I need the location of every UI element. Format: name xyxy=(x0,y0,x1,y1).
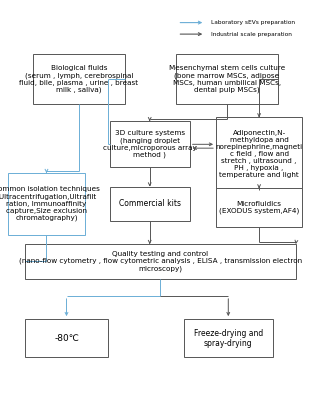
FancyBboxPatch shape xyxy=(216,118,302,190)
Text: Common isolation techniques
(Ultracentrifugation,Ultrafilt
ration, Immunoaffinit: Common isolation techniques (Ultracentri… xyxy=(0,186,100,221)
Text: Laboratory sEVs preparation: Laboratory sEVs preparation xyxy=(211,20,295,25)
Text: Quality testing and control
(nano-flow cytometry , flow cytometric analysis , EL: Quality testing and control (nano-flow c… xyxy=(19,251,302,272)
FancyBboxPatch shape xyxy=(25,319,108,358)
Text: Commercial kits: Commercial kits xyxy=(119,199,181,208)
FancyBboxPatch shape xyxy=(33,54,125,104)
Text: Industrial scale preparation: Industrial scale preparation xyxy=(211,32,292,37)
Text: Biological fluids
(serum , lymph, cerebrospinal
fluid, bile, plasma , urine , br: Biological fluids (serum , lymph, cerebr… xyxy=(19,65,138,93)
FancyBboxPatch shape xyxy=(25,244,296,279)
FancyBboxPatch shape xyxy=(8,173,85,234)
FancyBboxPatch shape xyxy=(110,186,190,221)
Text: Microfluidics
(EXODUS system,AF4): Microfluidics (EXODUS system,AF4) xyxy=(219,201,299,214)
Text: -80℃: -80℃ xyxy=(54,334,79,343)
Text: 3D culture systems
(hanging droplet
culture,microporous array
method ): 3D culture systems (hanging droplet cult… xyxy=(103,130,196,158)
FancyBboxPatch shape xyxy=(110,121,190,167)
FancyBboxPatch shape xyxy=(176,54,278,104)
Text: Adiponectin,N-
methyldopa and
norepinephrine,magneti
c field , flow and
stretch : Adiponectin,N- methyldopa and norepineph… xyxy=(215,130,303,178)
Text: Mesenchymal stem cells culture
(bone marrow MSCs, adipose
MSCs, human umbilical : Mesenchymal stem cells culture (bone mar… xyxy=(169,65,285,93)
FancyBboxPatch shape xyxy=(184,319,273,358)
FancyBboxPatch shape xyxy=(216,188,302,227)
Text: Freeze-drying and
spray-drying: Freeze-drying and spray-drying xyxy=(194,328,263,348)
